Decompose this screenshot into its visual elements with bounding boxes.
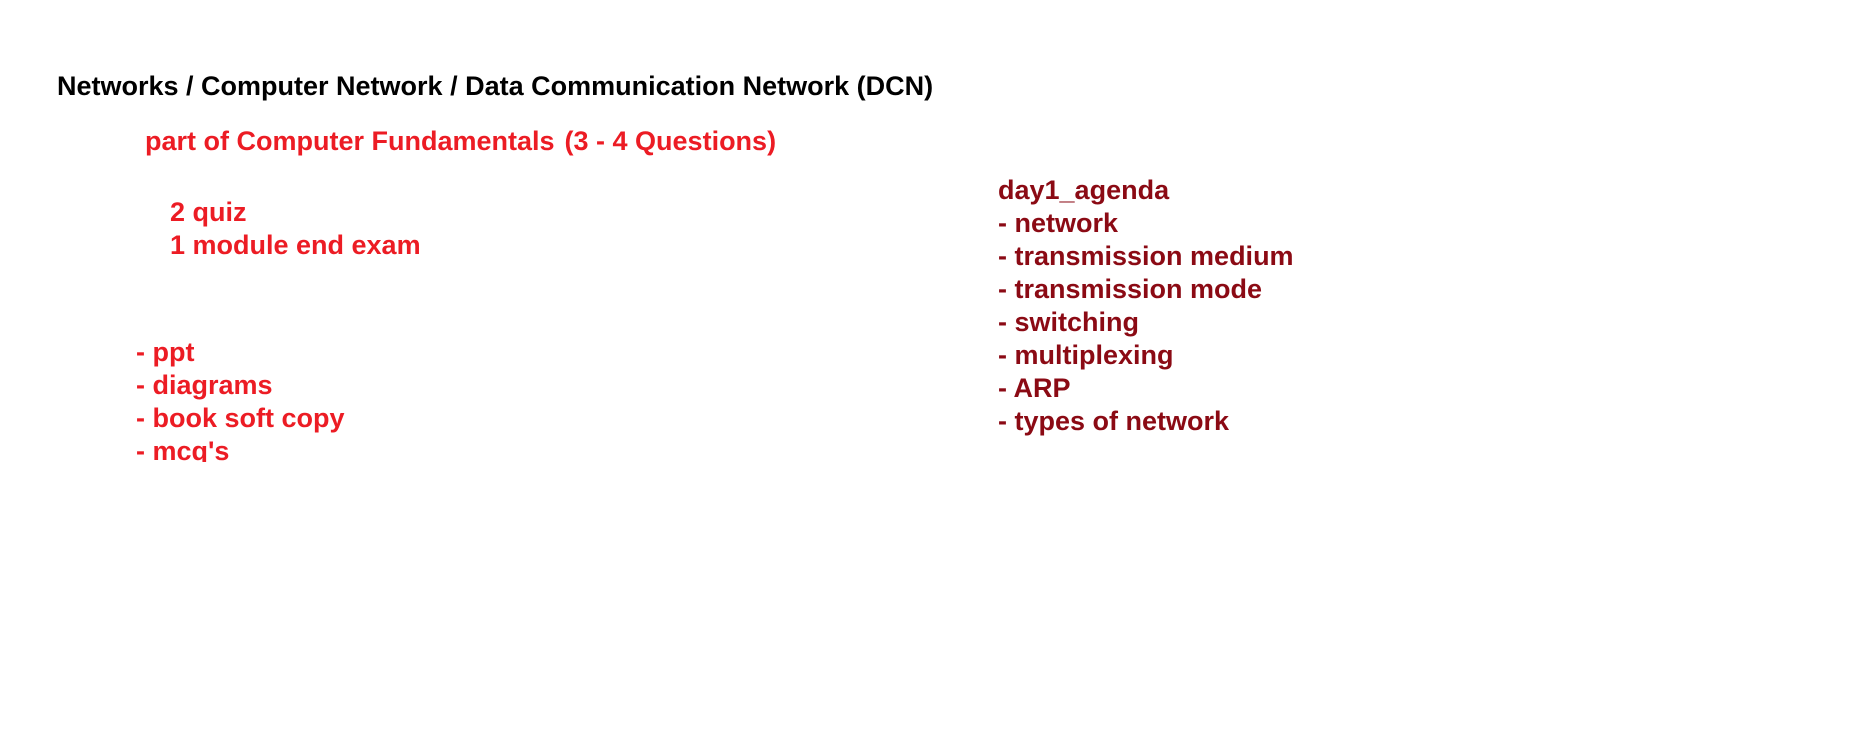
resource-item-diagrams: - diagrams bbox=[136, 370, 273, 400]
assessment-list: 2 quiz 1 module end exam bbox=[170, 196, 421, 262]
agenda-item-network: - network bbox=[998, 208, 1119, 238]
agenda-item-switching: - switching bbox=[998, 307, 1139, 337]
resource-item-ppt: - ppt bbox=[136, 337, 195, 367]
agenda-item-arp: - ARP bbox=[998, 373, 1071, 403]
agenda-heading: day1_agenda bbox=[998, 175, 1170, 205]
resource-item-book: - book soft copy bbox=[136, 403, 345, 433]
agenda-item-transmission-medium: - transmission medium bbox=[998, 241, 1294, 271]
assessment-item-exam: 1 module end exam bbox=[170, 230, 421, 260]
agenda-item-multiplexing: - multiplexing bbox=[998, 340, 1174, 370]
assessment-item-quiz: 2 quiz bbox=[170, 197, 247, 227]
agenda-list: day1_agenda - network - transmission med… bbox=[998, 174, 1294, 438]
subtitle-course-text: part of Computer Fundamentals bbox=[145, 126, 555, 156]
agenda-item-types-of-network: - types of network bbox=[998, 406, 1230, 436]
page-title: Networks / Computer Network / Data Commu… bbox=[57, 71, 934, 101]
page-subtitle: part of Computer Fundamentals (3 - 4 Ques… bbox=[145, 124, 776, 158]
agenda-item-transmission-mode: - transmission mode bbox=[998, 274, 1263, 304]
subtitle-questions-text: (3 - 4 Questions) bbox=[564, 126, 777, 156]
resource-item-mcqs: - mcq's bbox=[136, 436, 230, 462]
resources-list: - ppt - diagrams - book soft copy - mcq'… bbox=[136, 336, 345, 462]
